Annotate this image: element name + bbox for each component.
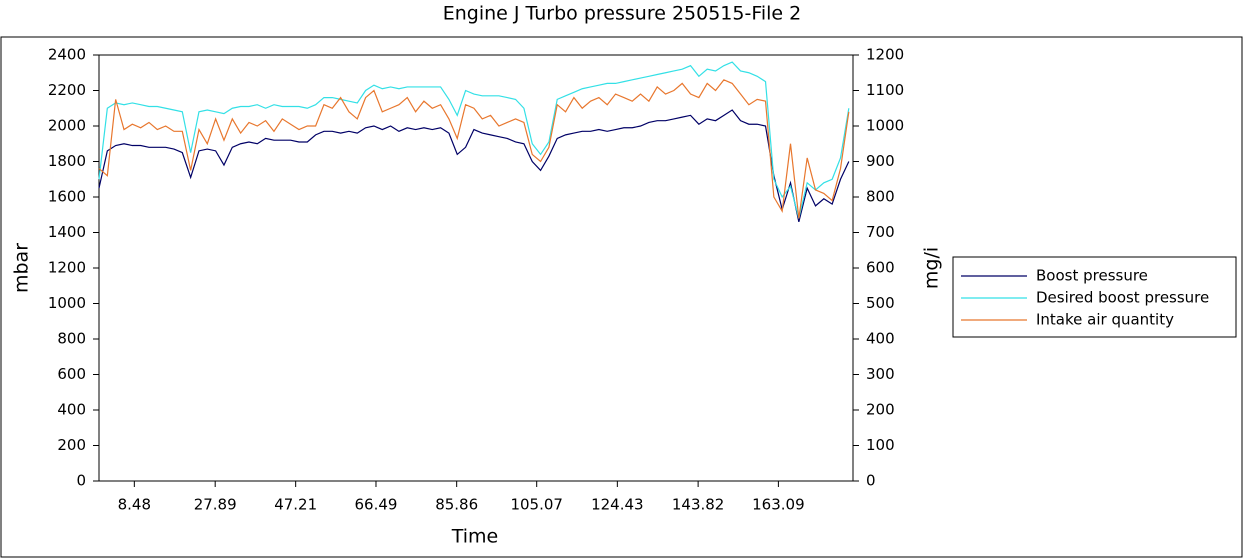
y2-tick-label: 1000: [866, 117, 904, 135]
y2-tick-label: 900: [866, 152, 895, 170]
y-tick-label: 2400: [48, 46, 86, 64]
y2-tick-label: 0: [866, 472, 876, 490]
series-line: [98, 79, 850, 219]
y2-tick-label: 400: [866, 330, 895, 348]
y2-axis-label: mg/i: [921, 247, 943, 289]
frame: [0, 36, 1243, 558]
y2-tick-label: 100: [866, 436, 895, 454]
legend-label: Desired boost pressure: [1036, 289, 1209, 307]
x-tick-label: 8.48: [118, 496, 151, 514]
legend-label: Boost pressure: [1036, 267, 1148, 285]
y-tick-label: 1000: [48, 294, 86, 312]
y-tick-label: 1600: [48, 188, 86, 206]
legend-label: Intake air quantity: [1036, 311, 1174, 329]
x-axis-label: Time: [451, 526, 499, 548]
plot-area: [98, 54, 854, 482]
y2-tick-label: 600: [866, 259, 895, 277]
y-tick-label: 1800: [48, 152, 86, 170]
x-tick-label: 124.43: [591, 496, 644, 514]
y-tick-label: 2000: [48, 117, 86, 135]
y-tick-label: 2200: [48, 81, 86, 99]
y-tick-label: 1200: [48, 259, 86, 277]
y-axis-label: mbar: [11, 243, 33, 293]
y2-tick-label: 500: [866, 294, 895, 312]
y2-tick-label: 200: [866, 401, 895, 419]
chart-title: Engine J Turbo pressure 250515-File 2: [443, 3, 802, 25]
series-line: [98, 61, 850, 219]
x-tick-label: 105.07: [510, 496, 563, 514]
x-tick-label: 66.49: [355, 496, 398, 514]
y2-tick-label: 700: [866, 223, 895, 241]
y-tick-label: 400: [57, 401, 86, 419]
x-tick-label: 47.21: [274, 496, 317, 514]
x-tick-label: 163.09: [752, 496, 805, 514]
y-tick-label: 800: [57, 330, 86, 348]
series-line: [98, 109, 850, 222]
x-tick-label: 85.86: [435, 496, 478, 514]
y2-tick-label: 800: [866, 188, 895, 206]
y-tick-label: 200: [57, 436, 86, 454]
legend-box: [952, 256, 1237, 338]
x-tick-label: 143.82: [672, 496, 725, 514]
y-tick-label: 1400: [48, 223, 86, 241]
y-tick-label: 600: [57, 365, 86, 383]
y-tick-label: 0: [76, 472, 86, 490]
y2-tick-label: 1100: [866, 81, 904, 99]
x-tick-label: 27.89: [194, 496, 237, 514]
y2-tick-label: 1200: [866, 46, 904, 64]
y2-tick-label: 300: [866, 365, 895, 383]
